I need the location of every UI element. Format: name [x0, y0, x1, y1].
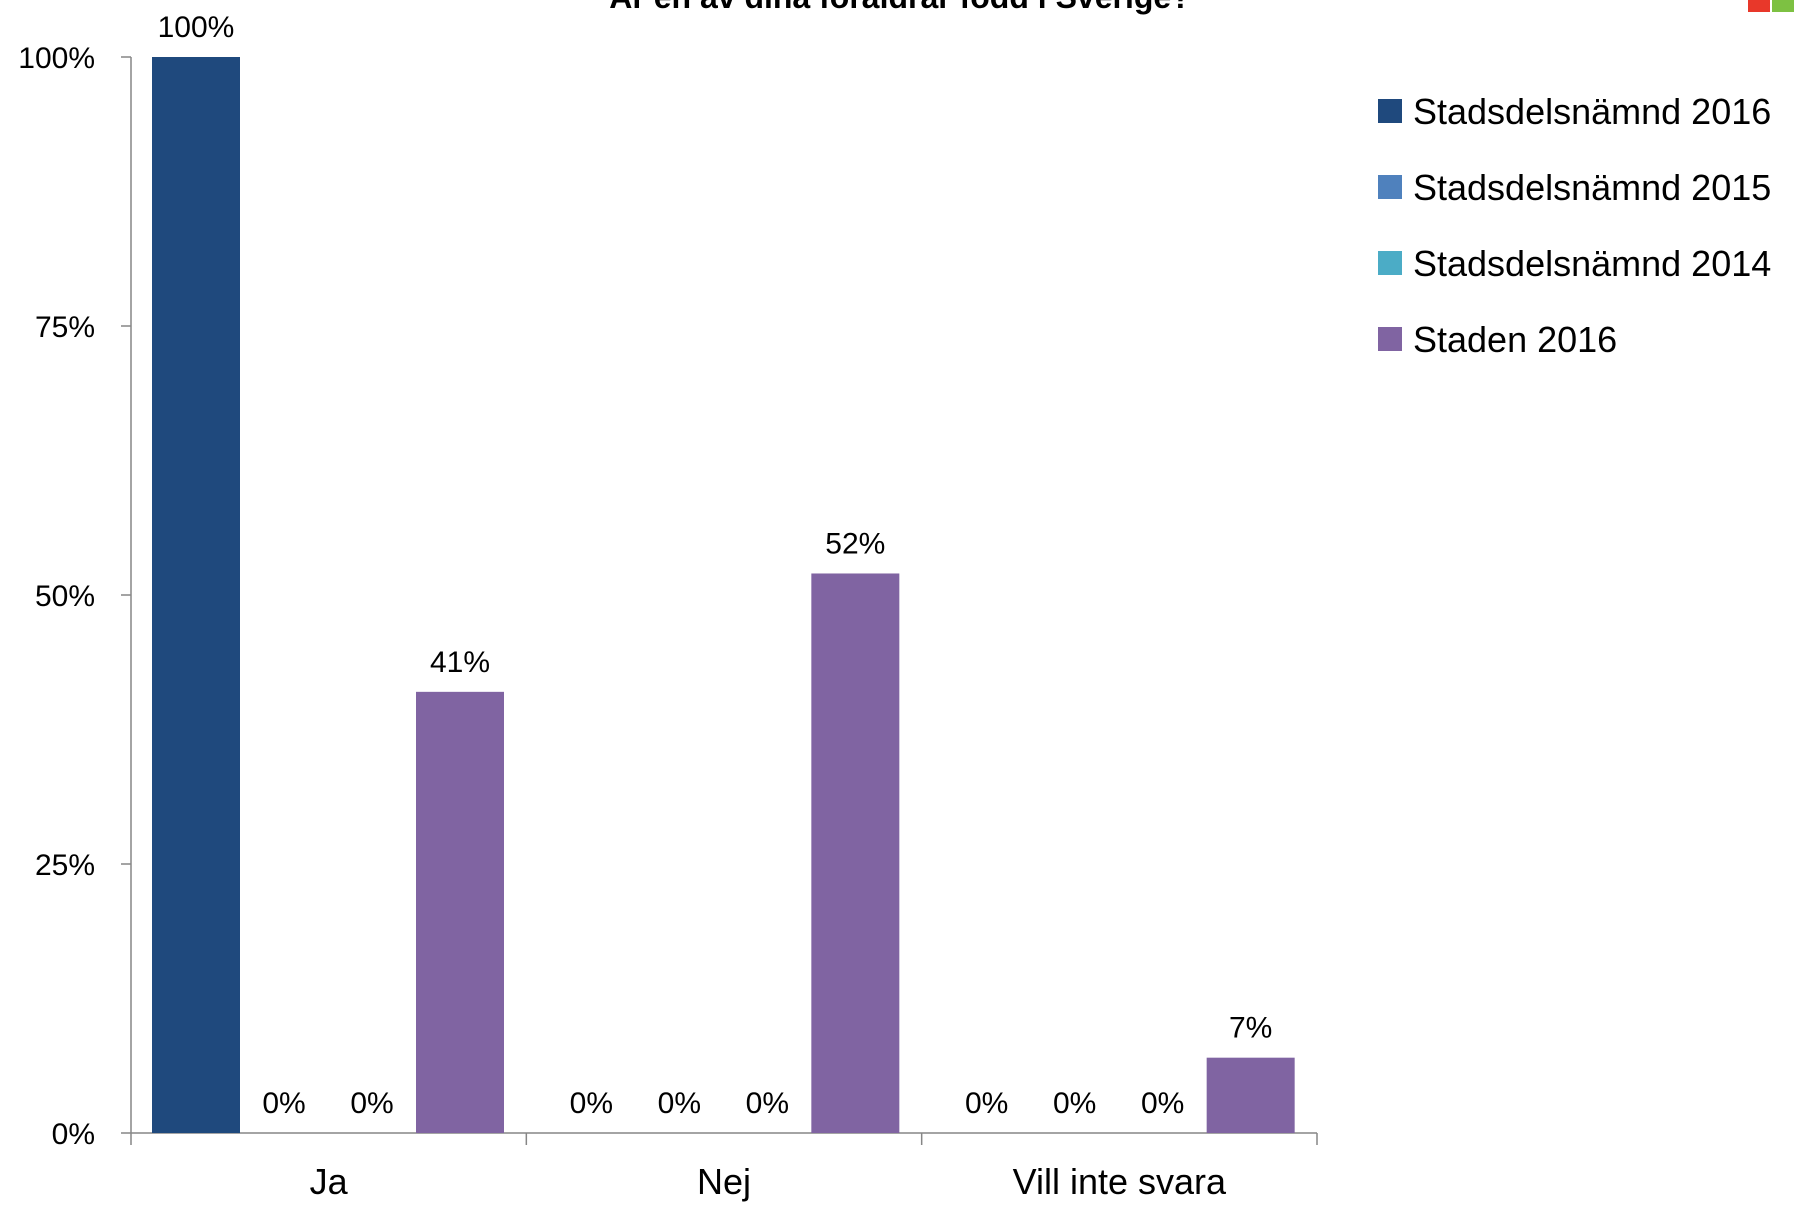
data-label: 0%	[658, 1087, 701, 1120]
legend-label: Stadsdelsnämnd 2014	[1413, 243, 1771, 284]
x-category-label: Ja	[310, 1161, 349, 1202]
data-label: 7%	[1229, 1012, 1272, 1045]
axes: 0% 25% 50% 75% 100% Ja Nej Vill inte svara	[18, 42, 1318, 1202]
logo-square-green	[1772, 0, 1794, 12]
y-tick-label: 100%	[18, 42, 95, 75]
legend-swatch	[1378, 99, 1402, 123]
bar	[416, 691, 504, 1133]
data-label: 52%	[825, 527, 885, 560]
y-tick-label: 50%	[35, 580, 95, 613]
brand-logo	[1748, 0, 1794, 12]
legend-label: Stadsdelsnämnd 2015	[1413, 167, 1771, 208]
data-label: 0%	[350, 1087, 393, 1120]
logo-square-red	[1748, 0, 1770, 12]
data-labels: 100% 0% 0% 41% 0% 0% 0% 52% 0% 0% 0% 7%	[158, 11, 1273, 1120]
y-tick-label: 0%	[52, 1118, 95, 1151]
data-label: 0%	[746, 1087, 789, 1120]
data-label: 41%	[430, 646, 490, 679]
chart-title: Är en av dina föräldrar född i Sverige?	[609, 0, 1190, 15]
legend-swatch	[1378, 175, 1402, 199]
x-category-label: Vill inte svara	[1013, 1161, 1227, 1202]
data-label: 0%	[570, 1087, 613, 1120]
bar	[152, 57, 240, 1133]
y-tick-label: 25%	[35, 849, 95, 882]
data-label: 0%	[965, 1087, 1008, 1120]
legend-swatch	[1378, 327, 1402, 351]
legend-swatch	[1378, 251, 1402, 275]
bar	[1206, 1057, 1295, 1133]
data-label: 0%	[1141, 1087, 1184, 1120]
legend-label: Stadsdelsnämnd 2016	[1413, 91, 1771, 132]
legend: Stadsdelsnämnd 2016 Stadsdelsnämnd 2015 St…	[1378, 91, 1771, 360]
data-label: 0%	[1053, 1087, 1096, 1120]
bar	[811, 573, 900, 1133]
data-label: 100%	[158, 11, 235, 44]
y-tick-label: 75%	[35, 311, 95, 344]
legend-label: Staden 2016	[1413, 319, 1617, 360]
x-category-label: Nej	[697, 1161, 751, 1202]
bars	[152, 57, 1295, 1133]
data-label: 0%	[262, 1087, 305, 1120]
